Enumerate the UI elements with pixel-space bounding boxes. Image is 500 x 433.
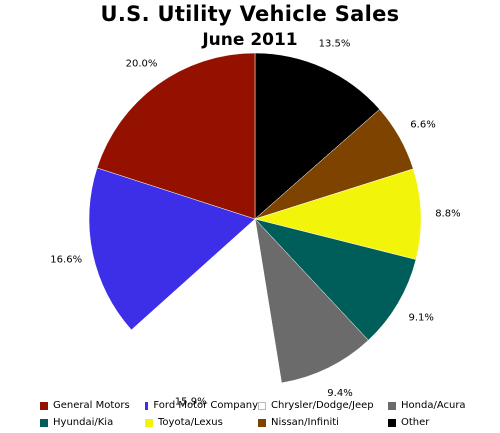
- legend-label: Honda/Acura: [401, 400, 466, 411]
- legend-item-ford: Ford Motor Company: [145, 400, 258, 411]
- legend-swatch: [145, 418, 153, 427]
- chart-subtitle: June 2011: [202, 30, 298, 50]
- legend-label: Hyundai/Kia: [53, 417, 114, 428]
- pie-data-label: 8.8%: [435, 209, 460, 220]
- pie-slices: [88, 52, 422, 386]
- legend-item-hyundai: Hyundai/Kia: [40, 417, 145, 428]
- legend-label: Ford Motor Company: [153, 400, 258, 411]
- legend-label: General Motors: [53, 400, 130, 411]
- pie-slice-hyundai-kia: [254, 218, 417, 341]
- legend-swatch: [388, 418, 396, 427]
- legend-item-general-motors: General Motors: [40, 400, 145, 411]
- pie-slice-chrysler-dodge-jeep: [131, 218, 282, 386]
- legend-item-nissan: Nissan/Infiniti: [258, 417, 388, 428]
- pie-data-label: 9.4%: [327, 388, 352, 399]
- legend-label: Toyota/Lexus: [158, 417, 223, 428]
- pie-slice-general-motors: [96, 52, 256, 220]
- pie-slice-honda-acura: [254, 218, 369, 384]
- legend-label: Nissan/Infiniti: [271, 417, 339, 428]
- pie-slice-ford-motor-company: [88, 167, 256, 331]
- legend-row: Hyundai/Kia Toyota/Lexus Nissan/Infiniti…: [40, 414, 500, 431]
- pie-slice-other: [254, 52, 380, 220]
- legend-item-honda: Honda/Acura: [388, 400, 488, 411]
- pie-data-label: 15.9%: [175, 397, 207, 408]
- pie-data-label: 13.5%: [319, 39, 351, 50]
- pie-data-label: 6.6%: [410, 120, 435, 131]
- legend-swatch: [258, 418, 266, 427]
- legend-swatch: [40, 401, 48, 410]
- legend-swatch: [388, 401, 396, 410]
- legend: General Motors Ford Motor Company Chrysl…: [40, 397, 500, 431]
- chart-title: U.S. Utility Vehicle Sales: [100, 2, 400, 26]
- legend-item-other: Other: [388, 417, 488, 428]
- legend-swatch: [145, 401, 149, 410]
- legend-label: Chrysler/Dodge/Jeep: [271, 400, 374, 411]
- legend-row: General Motors Ford Motor Company Chrysl…: [40, 397, 500, 414]
- legend-swatch: [258, 401, 266, 410]
- legend-item-toyota: Toyota/Lexus: [145, 417, 258, 428]
- pie-slice-toyota-lexus: [254, 168, 422, 260]
- legend-item-chrysler: Chrysler/Dodge/Jeep: [258, 400, 388, 411]
- legend-label: Other: [401, 417, 430, 428]
- pie-data-label: 20.0%: [126, 58, 158, 69]
- pie-data-label: 9.1%: [408, 313, 433, 324]
- legend-swatch: [40, 418, 48, 427]
- pie-data-label: 16.6%: [50, 255, 82, 266]
